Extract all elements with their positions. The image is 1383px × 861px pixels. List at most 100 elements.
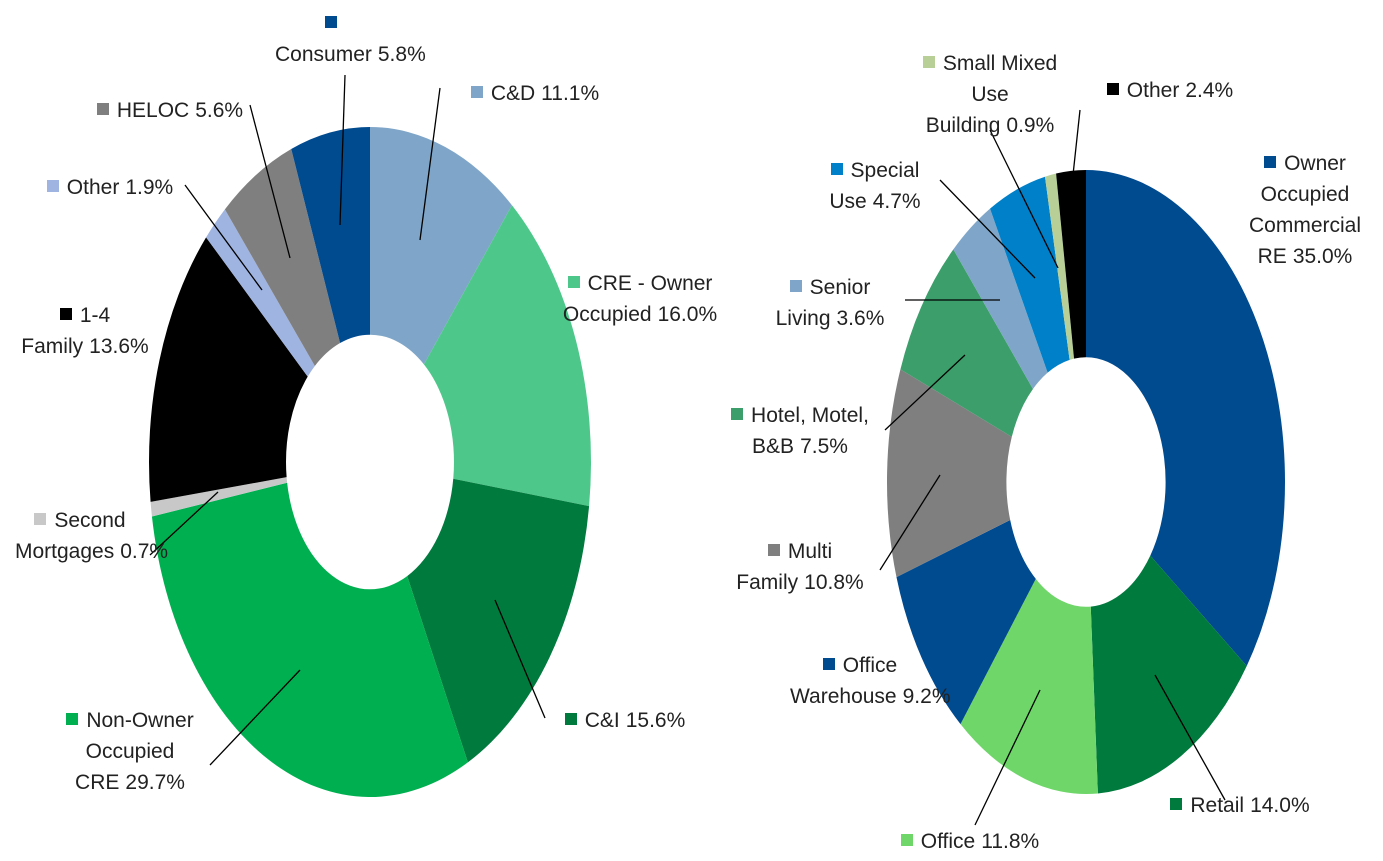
value-label: 0.9% — [1006, 114, 1055, 137]
legend-marker — [66, 713, 79, 725]
legend-marker — [767, 544, 780, 556]
value-label: 15.6% — [625, 709, 686, 732]
slice-label: HELOC 5.6% — [80, 95, 260, 126]
leader-line — [149, 491, 219, 556]
leader-line — [1072, 109, 1081, 176]
donut-slice — [150, 477, 288, 517]
value-label: 0.7% — [120, 540, 169, 563]
value-label: 14.0% — [1250, 794, 1310, 817]
value-label: 3.6% — [836, 307, 885, 330]
category-name: Second Mortgages — [15, 509, 126, 563]
donut-slice — [990, 176, 1070, 373]
legend-marker — [96, 103, 109, 115]
donut-slice — [960, 578, 1098, 794]
legend-marker — [46, 180, 59, 192]
category-name: Hotel, Motel, B&B — [751, 404, 869, 458]
slice-label: Multi Family 10.8% — [725, 536, 875, 598]
donut-slice — [1086, 170, 1286, 666]
slice-label: Consumer 5.8% — [275, 8, 426, 70]
leader-line — [939, 179, 1036, 279]
donut-slice — [423, 205, 591, 507]
category-name: Owner Occupied Commercial RE — [1248, 152, 1361, 268]
category-name: Special Use — [829, 159, 920, 213]
category-name: Other — [1126, 79, 1180, 102]
value-label: 11.8% — [981, 830, 1040, 853]
slice-label: Retail 14.0% — [1160, 790, 1320, 821]
legend-marker — [789, 280, 802, 292]
category-name: Consumer — [275, 43, 372, 66]
legend-marker — [731, 408, 744, 420]
value-label: 7.5% — [800, 435, 848, 458]
slice-label: Hotel, Motel, B&B 7.5% — [720, 400, 880, 462]
category-name: C&D — [490, 82, 536, 105]
slice-label: Office 11.8% — [885, 826, 1055, 857]
leader-line — [339, 74, 346, 226]
donut-slice — [1056, 170, 1086, 359]
legend-marker — [325, 16, 337, 28]
leader-line — [494, 599, 546, 719]
donut-slice — [407, 478, 590, 763]
legend-marker — [1170, 798, 1183, 810]
slice-label: Other 2.4% — [1090, 75, 1250, 106]
slice-label: Special Use 4.7% — [805, 155, 945, 217]
legend-marker — [470, 86, 483, 98]
leader-line — [974, 689, 1041, 826]
legend-marker — [922, 56, 935, 68]
category-name: Non-Owner Occupied CRE — [75, 709, 194, 794]
leader-line — [249, 104, 291, 259]
value-label: 5.6% — [195, 99, 244, 122]
donut-slice — [900, 249, 1033, 437]
leader-line — [419, 87, 441, 241]
leader-line — [989, 129, 1059, 269]
donut-slice — [370, 127, 512, 365]
legend-marker — [59, 308, 72, 320]
donut-slice — [291, 127, 370, 344]
category-name: HELOC — [116, 99, 190, 122]
category-name: Senior Living — [775, 276, 871, 330]
legend-marker — [567, 276, 580, 288]
slice-label: CRE - Owner Occupied 16.0% — [560, 268, 720, 330]
value-label: 5.8% — [377, 43, 426, 66]
slice-label: Small Mixed Use Building 0.9% — [915, 48, 1065, 141]
category-name: Office — [920, 830, 976, 853]
value-label: 10.8% — [804, 571, 864, 594]
leader-line — [879, 474, 941, 571]
slice-label: Senior Living 3.6% — [745, 272, 915, 334]
legend-marker — [1264, 156, 1277, 168]
donut-slice — [887, 369, 1012, 578]
value-label: 16.0% — [657, 303, 718, 326]
legend-marker — [822, 658, 835, 670]
value-label: 35.0% — [1292, 245, 1353, 268]
legend-marker — [830, 163, 843, 175]
donut-slice — [151, 482, 468, 797]
slice-label: Office Warehouse 9.2% — [790, 650, 951, 712]
donut-slice — [953, 208, 1048, 389]
leader-line — [1154, 674, 1226, 801]
value-label: 1.9% — [125, 176, 174, 199]
slice-label: Second Mortgages 0.7% — [15, 505, 168, 567]
donut-slice — [224, 148, 341, 366]
value-label: 9.2% — [902, 685, 951, 708]
value-label: 13.6% — [89, 335, 149, 358]
legend-marker — [564, 713, 577, 725]
slice-label: Other 1.9% — [25, 172, 195, 203]
legend-marker — [34, 513, 47, 525]
value-label: 11.1% — [541, 82, 600, 105]
legend-marker — [1106, 83, 1119, 95]
leader-line — [184, 184, 263, 291]
category-name: C&I — [584, 709, 620, 732]
category-name: CRE - Owner Occupied — [562, 272, 713, 326]
legend-marker — [900, 834, 913, 846]
category-name: 1-4 Family — [21, 304, 111, 358]
slice-label: Non-Owner Occupied CRE 29.7% — [55, 705, 205, 798]
slice-label: C&D 11.1% — [435, 78, 635, 109]
category-name: Small Mixed Use Building — [925, 52, 1058, 137]
donut-slice — [1090, 555, 1247, 794]
category-name: Multi Family — [736, 540, 833, 594]
value-label: 4.7% — [872, 190, 921, 213]
slice-label: Owner Occupied Commercial RE 35.0% — [1240, 148, 1370, 272]
slice-label: C&I 15.6% — [540, 705, 710, 736]
slice-label: 1-4 Family 13.6% — [20, 300, 150, 362]
